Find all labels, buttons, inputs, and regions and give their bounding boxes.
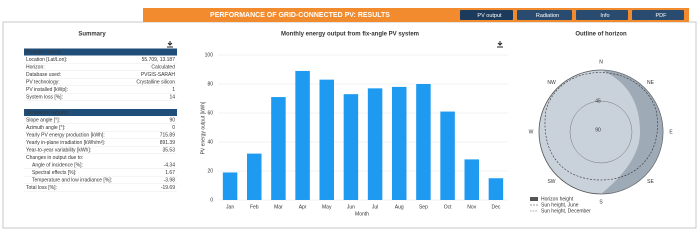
y-tick-label: 100 bbox=[205, 52, 214, 58]
row-value: 891.39 bbox=[160, 140, 176, 146]
x-tick-label: Apr bbox=[299, 204, 307, 210]
ring-label: 45 bbox=[595, 98, 601, 104]
legend-label: Sun height, December bbox=[541, 208, 591, 214]
row-value: 55.709, 13.187 bbox=[142, 57, 176, 63]
compass-label: NE bbox=[647, 80, 655, 86]
row-label: PV installed [kWp]: bbox=[26, 87, 68, 93]
row-value: -3.98 bbox=[164, 177, 176, 183]
x-tick-label: Feb bbox=[250, 204, 259, 210]
button-label: Radiation bbox=[536, 13, 559, 19]
legend-label: Horizon height bbox=[541, 196, 574, 202]
x-tick-label: May bbox=[322, 204, 332, 210]
row-value: 1.67 bbox=[165, 170, 175, 176]
bar bbox=[488, 178, 504, 200]
row-label: Spectral effects [%]: bbox=[32, 170, 76, 176]
x-tick-label: Jan bbox=[226, 204, 234, 210]
row-label: PV technology: bbox=[26, 79, 60, 85]
y-tick-label: 60 bbox=[207, 110, 213, 116]
legend-label: Sun height, June bbox=[541, 202, 579, 208]
row-value: 1 bbox=[172, 87, 175, 93]
row-value: 0 bbox=[172, 125, 175, 131]
horizon-shadow bbox=[601, 70, 663, 194]
bar bbox=[440, 111, 455, 200]
row-label: Yearly PV energy production [kWh]: bbox=[26, 132, 105, 138]
row-value: -19.69 bbox=[161, 185, 175, 191]
bar bbox=[343, 94, 359, 200]
chart-title: Monthly energy output from fix-angle PV … bbox=[281, 32, 419, 38]
row-label: Database used: bbox=[26, 72, 61, 78]
compass-label: W bbox=[529, 129, 534, 135]
x-tick-label: Aug bbox=[395, 204, 404, 210]
row-label: Location [Lat/Lon]: bbox=[26, 57, 67, 63]
x-tick-label: Jun bbox=[347, 204, 355, 210]
ring bbox=[569, 100, 633, 164]
x-tick-label: Mar bbox=[274, 204, 283, 210]
bar bbox=[271, 97, 286, 200]
row-value: 14 bbox=[169, 94, 175, 100]
compass-label: SW bbox=[547, 179, 555, 185]
header-button[interactable] bbox=[517, 10, 572, 20]
summary-title: Summary bbox=[78, 32, 106, 38]
compass-label: SE bbox=[647, 179, 654, 185]
button-label: PV output bbox=[477, 13, 502, 19]
row-value: Crystalline silicon bbox=[136, 79, 175, 85]
x-axis-label: Month bbox=[355, 211, 369, 217]
row-label: System loss [%]: bbox=[26, 94, 63, 100]
bar bbox=[392, 86, 407, 200]
row-label: Changes in output due to: bbox=[26, 155, 83, 161]
sun-path-june bbox=[544, 72, 658, 181]
x-tick-label: Sep bbox=[419, 204, 428, 210]
bar bbox=[222, 172, 238, 200]
y-axis-label: PV energy output [kWh] bbox=[200, 101, 206, 154]
y-tick-label: 20 bbox=[207, 168, 213, 174]
bar bbox=[295, 70, 310, 200]
ring-label: 90 bbox=[595, 127, 601, 133]
page: PERFORMANCE OF GRID-CONNECTED PV: RESULT… bbox=[2, 8, 697, 229]
row-label: Slope angle [°]: bbox=[26, 117, 60, 123]
header-button[interactable] bbox=[576, 10, 628, 20]
header-button[interactable] bbox=[460, 10, 513, 20]
row-label: Total loss [%]: bbox=[26, 185, 57, 191]
row-value: 90 bbox=[169, 117, 175, 123]
compass-label: N bbox=[599, 59, 603, 65]
x-tick-label: Jul bbox=[372, 204, 378, 210]
bar bbox=[247, 153, 262, 200]
header-button[interactable] bbox=[632, 10, 684, 20]
compass-label: NW bbox=[547, 80, 556, 86]
row-label: Yearly in-plane irradiation [kWh/m²]: bbox=[26, 140, 105, 146]
bar bbox=[464, 159, 479, 200]
legend-swatch bbox=[530, 197, 538, 201]
row-value: -4.34 bbox=[164, 162, 176, 168]
section-heading: Simulation outputs: bbox=[26, 110, 69, 116]
compass-label: E bbox=[669, 129, 673, 135]
bar bbox=[367, 88, 383, 200]
section-heading-bg bbox=[24, 109, 177, 116]
row-label: Year-to-year variability [kWh]: bbox=[26, 147, 91, 153]
horizon-title: Outline of horizon bbox=[575, 32, 627, 38]
row-value: 35.53 bbox=[162, 147, 175, 153]
bar bbox=[416, 84, 431, 200]
x-tick-label: Nov bbox=[467, 204, 476, 210]
x-tick-label: Oct bbox=[444, 204, 452, 210]
y-tick-label: 80 bbox=[207, 81, 213, 87]
row-value: 715.89 bbox=[160, 132, 176, 138]
header-title: PERFORMANCE OF GRID-CONNECTED PV: RESULT… bbox=[210, 12, 390, 19]
download-icon[interactable] bbox=[497, 41, 503, 48]
download-icon[interactable] bbox=[167, 41, 173, 48]
row-label: Horizon: bbox=[26, 64, 45, 70]
section-heading: Provided inputs: bbox=[26, 49, 62, 55]
section-heading-bg bbox=[24, 48, 177, 56]
row-value: Calculated bbox=[151, 64, 175, 70]
row-value: PVGIS-SARAH bbox=[141, 72, 176, 78]
compass-label: S bbox=[599, 199, 603, 205]
button-label: Info bbox=[600, 13, 609, 19]
y-tick-label: 40 bbox=[207, 139, 213, 145]
bar bbox=[319, 79, 334, 200]
row-label: Temperature and low irradiance [%]: bbox=[32, 177, 112, 183]
button-label: PDF bbox=[656, 13, 668, 19]
row-label: Azimuth angle [°]: bbox=[26, 125, 65, 131]
y-tick-label: 0 bbox=[210, 197, 213, 203]
row-label: Angle of incidence [%]: bbox=[32, 162, 83, 168]
x-tick-label: Dec bbox=[491, 204, 500, 210]
